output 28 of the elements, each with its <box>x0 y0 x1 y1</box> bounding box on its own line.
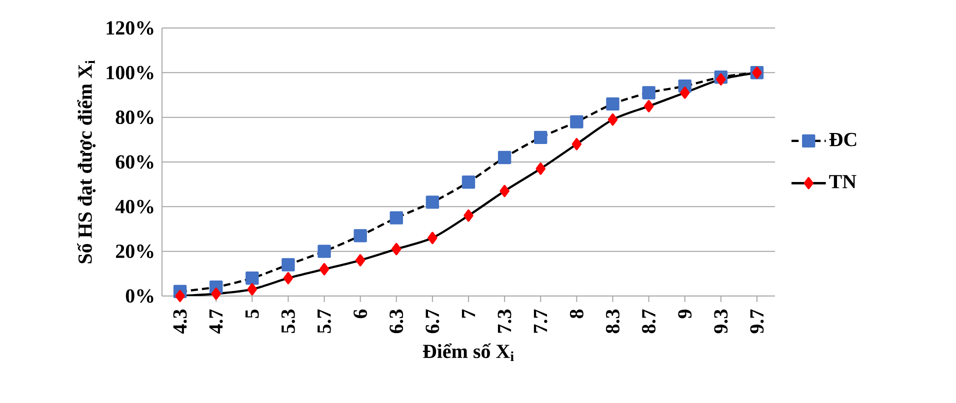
y-axis-title: Số HS đạt được điểm X$_{i}$ <box>77 60 96 264</box>
y-tick-label: 120% <box>106 21 154 35</box>
x-tick-label: 7 <box>462 309 476 318</box>
x-tick-label: 4.7 <box>209 309 223 334</box>
x-tick-label: 5 <box>246 310 259 318</box>
x-tick-label: 4.3 <box>173 310 187 334</box>
x-tick-label: 6.7 <box>426 309 440 334</box>
y-tick-label: 100% <box>106 66 154 80</box>
x-axis-title: Điểm số X$_{i}$ <box>422 343 514 362</box>
x-tick-label: 5.7 <box>318 309 331 334</box>
x-tick-label: 8.7 <box>642 309 656 334</box>
y-tick-label: 60% <box>116 155 154 169</box>
x-tick-label: 7.7 <box>534 309 548 333</box>
x-tick-label: 9.3 <box>714 310 728 334</box>
y-tick-label: 80% <box>116 110 154 124</box>
x-tick-label: 8.3 <box>606 310 620 334</box>
x-tick-label: 5.3 <box>281 310 295 334</box>
legend-label: ĐC <box>829 132 856 146</box>
y-tick-label: 20% <box>116 244 154 258</box>
x-tick-label: 7.3 <box>498 310 512 333</box>
legend-label: TN <box>829 175 856 188</box>
y-tick-label: 40% <box>115 200 154 214</box>
x-tick-label: 6 <box>354 309 368 318</box>
x-tick-label: 9 <box>678 310 692 318</box>
y-tick-label: 0% <box>126 289 154 303</box>
x-tick-label: 8 <box>570 310 584 318</box>
x-tick-label: 9.7 <box>750 309 764 334</box>
x-tick-label: 6.3 <box>390 310 404 334</box>
